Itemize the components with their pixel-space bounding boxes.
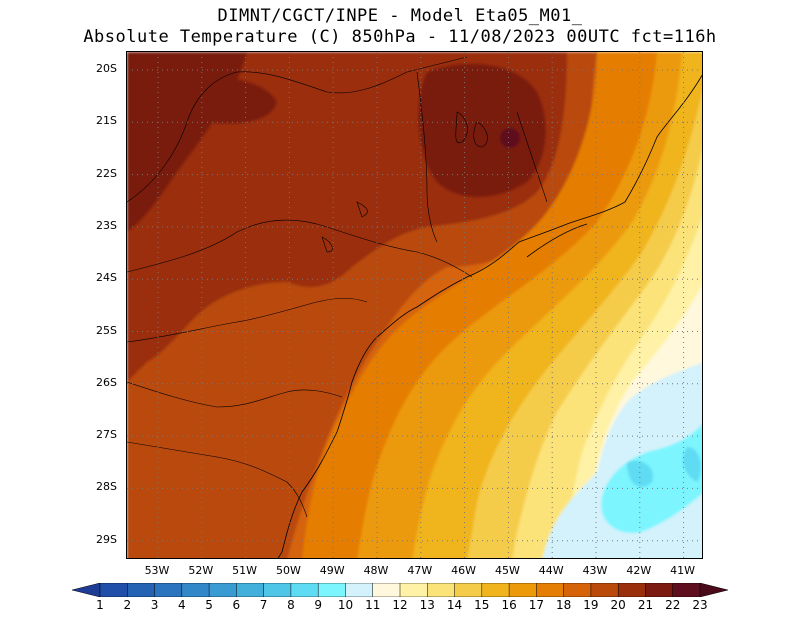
colorbar-label: 4 xyxy=(177,598,186,612)
colorbar-segment xyxy=(208,583,238,597)
colorbar-label: 18 xyxy=(555,598,572,612)
lon-label: 43W xyxy=(582,564,608,577)
colorbar-segment xyxy=(317,583,347,597)
colorbar-segment xyxy=(181,583,210,597)
colorbar-label: 20 xyxy=(610,598,626,612)
lon-label: 53W xyxy=(144,564,170,577)
lat-label: 21S xyxy=(96,114,117,128)
colorbar-segment xyxy=(263,583,292,597)
colorbar-segment xyxy=(345,583,374,597)
colorbar-label: 21 xyxy=(637,598,654,612)
colorbar-label: 7 xyxy=(259,598,268,612)
contour-22c xyxy=(179,78,277,124)
colorbar-label: 1 xyxy=(96,598,104,612)
colorbar-segment xyxy=(645,583,674,597)
colorbar-segment xyxy=(127,583,156,597)
colorbar-label: 2 xyxy=(123,598,132,612)
lon-label: 52W xyxy=(188,564,214,577)
colorbar-segment xyxy=(536,583,565,597)
colorbar-segment xyxy=(236,583,265,597)
temperature-contours xyxy=(127,52,702,558)
temperature-field xyxy=(127,52,702,558)
colorbar-segment xyxy=(563,583,592,597)
lat-label: 23S xyxy=(96,218,117,232)
colorbar-segment xyxy=(672,583,701,597)
lon-label: 51W xyxy=(232,564,258,577)
colorbar-label: 6 xyxy=(232,598,241,612)
contour-9 xyxy=(682,447,701,482)
lat-label: 26S xyxy=(96,375,117,389)
lat-label: 25S xyxy=(96,323,117,337)
colorbar xyxy=(72,583,728,597)
contour-23 xyxy=(500,128,520,148)
reservoirs xyxy=(321,111,488,253)
colorbar-segment xyxy=(699,583,728,597)
lat-label: 27S xyxy=(96,428,117,442)
contour-9b xyxy=(627,460,653,487)
lon-label: 47W xyxy=(407,564,433,577)
lon-label: 45W xyxy=(494,564,520,577)
contour-22b xyxy=(418,63,546,197)
lon-label: 42W xyxy=(626,564,652,577)
colorbar-label: 19 xyxy=(583,598,599,612)
colorbar-label: 13 xyxy=(419,598,435,612)
lon-label: 46W xyxy=(451,564,477,577)
colorbar-label: 22 xyxy=(665,598,681,612)
lon-label: 41W xyxy=(670,564,696,577)
colorbar-label: 15 xyxy=(474,598,490,612)
colorbar-segment xyxy=(617,583,647,597)
lat-label: 28S xyxy=(96,480,117,494)
lon-label: 48W xyxy=(363,564,389,577)
lat-label: 29S xyxy=(96,532,117,546)
colorbar-segment xyxy=(372,583,401,597)
colorbar-label: 9 xyxy=(314,598,322,612)
colorbar-segment xyxy=(454,583,483,597)
lat-label: 20S xyxy=(96,62,117,75)
colorbar-label: 23 xyxy=(692,598,708,612)
chart-title-line2: Absolute Temperature (C) 850hPa - 11/08/… xyxy=(83,27,717,47)
colorbar-label: 10 xyxy=(337,598,354,612)
colorbar-segment xyxy=(99,583,129,597)
coastline xyxy=(277,74,702,558)
colorbar-label: 17 xyxy=(528,598,544,612)
temperature-map xyxy=(126,51,703,559)
lat-label: 22S xyxy=(96,166,117,180)
colorbar-label: 16 xyxy=(501,598,517,612)
lat-label: 24S xyxy=(96,271,117,285)
colorbar-segment xyxy=(590,583,619,597)
colorbar-segment xyxy=(72,583,101,597)
lon-label: 49W xyxy=(319,564,345,577)
chart-title-line1: DIMNT/CGCT/INPE - Model Eta05_M01_ xyxy=(217,6,583,26)
colorbar-segment xyxy=(427,583,456,597)
colorbar-label: 5 xyxy=(205,598,213,612)
colorbar-segment xyxy=(154,583,183,597)
colorbar-segment xyxy=(290,583,319,597)
graticule xyxy=(127,52,702,558)
colorbar-label: 14 xyxy=(446,598,463,612)
colorbar-label: 8 xyxy=(287,598,295,612)
colorbar-segment xyxy=(481,583,510,597)
colorbar-label: 11 xyxy=(365,598,381,612)
colorbar-label: 3 xyxy=(150,598,159,612)
colorbar-segment xyxy=(399,583,429,597)
lon-label: 50W xyxy=(275,564,301,577)
colorbar-segment xyxy=(508,583,538,597)
colorbar-label: 12 xyxy=(392,598,408,612)
lon-label: 44W xyxy=(538,564,564,577)
